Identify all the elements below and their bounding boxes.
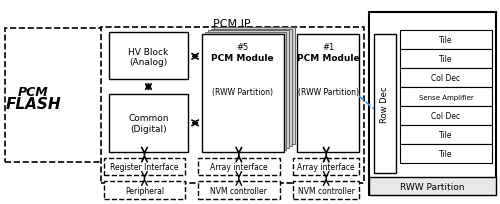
Text: PCM Module: PCM Module	[297, 53, 360, 62]
Text: Register Interface: Register Interface	[110, 162, 178, 171]
FancyBboxPatch shape	[369, 13, 496, 195]
FancyBboxPatch shape	[214, 27, 296, 144]
Text: Tile: Tile	[439, 55, 452, 64]
Text: #1: #1	[322, 43, 334, 52]
Text: Col Dec: Col Dec	[432, 111, 460, 120]
FancyBboxPatch shape	[400, 144, 492, 163]
FancyBboxPatch shape	[400, 125, 492, 144]
FancyBboxPatch shape	[205, 33, 286, 150]
Text: HV Block
(Analog): HV Block (Analog)	[128, 47, 168, 67]
FancyBboxPatch shape	[101, 27, 364, 184]
FancyBboxPatch shape	[198, 158, 280, 176]
FancyBboxPatch shape	[400, 106, 492, 125]
FancyBboxPatch shape	[211, 29, 292, 146]
FancyBboxPatch shape	[294, 182, 359, 199]
FancyBboxPatch shape	[369, 178, 496, 195]
Text: Common
(Digital): Common (Digital)	[128, 114, 168, 133]
FancyBboxPatch shape	[198, 182, 280, 199]
Text: PCM Module: PCM Module	[212, 53, 274, 62]
Text: (RWW Partition): (RWW Partition)	[298, 87, 358, 96]
FancyBboxPatch shape	[374, 35, 396, 174]
Text: Tile: Tile	[439, 36, 452, 45]
FancyBboxPatch shape	[108, 95, 188, 152]
Text: NVM controller: NVM controller	[210, 186, 268, 195]
Text: #5: #5	[236, 43, 249, 52]
Text: Peripheral: Peripheral	[125, 186, 164, 195]
FancyBboxPatch shape	[400, 88, 492, 106]
Text: Array interface: Array interface	[210, 162, 268, 171]
FancyBboxPatch shape	[400, 50, 492, 69]
Text: FLASH: FLASH	[6, 97, 61, 112]
FancyBboxPatch shape	[104, 158, 185, 176]
Text: (RWW Partition): (RWW Partition)	[212, 87, 274, 96]
FancyBboxPatch shape	[400, 69, 492, 88]
Text: Col Dec: Col Dec	[432, 74, 460, 83]
Text: Array interface: Array interface	[298, 162, 355, 171]
Text: RWW Partition: RWW Partition	[400, 182, 464, 191]
FancyBboxPatch shape	[208, 31, 290, 148]
FancyBboxPatch shape	[400, 31, 492, 50]
FancyBboxPatch shape	[202, 35, 283, 152]
FancyBboxPatch shape	[104, 182, 185, 199]
FancyBboxPatch shape	[298, 35, 359, 152]
Text: NVM controller: NVM controller	[298, 186, 354, 195]
Text: Sense Amplifier: Sense Amplifier	[418, 94, 474, 100]
FancyBboxPatch shape	[294, 158, 359, 176]
Text: Tile: Tile	[439, 149, 452, 158]
Text: Tile: Tile	[439, 130, 452, 139]
Text: PCM IP: PCM IP	[213, 18, 250, 28]
FancyBboxPatch shape	[6, 28, 106, 162]
Text: PCM: PCM	[18, 85, 48, 98]
FancyBboxPatch shape	[108, 33, 188, 80]
Text: Row Dec: Row Dec	[380, 86, 390, 123]
